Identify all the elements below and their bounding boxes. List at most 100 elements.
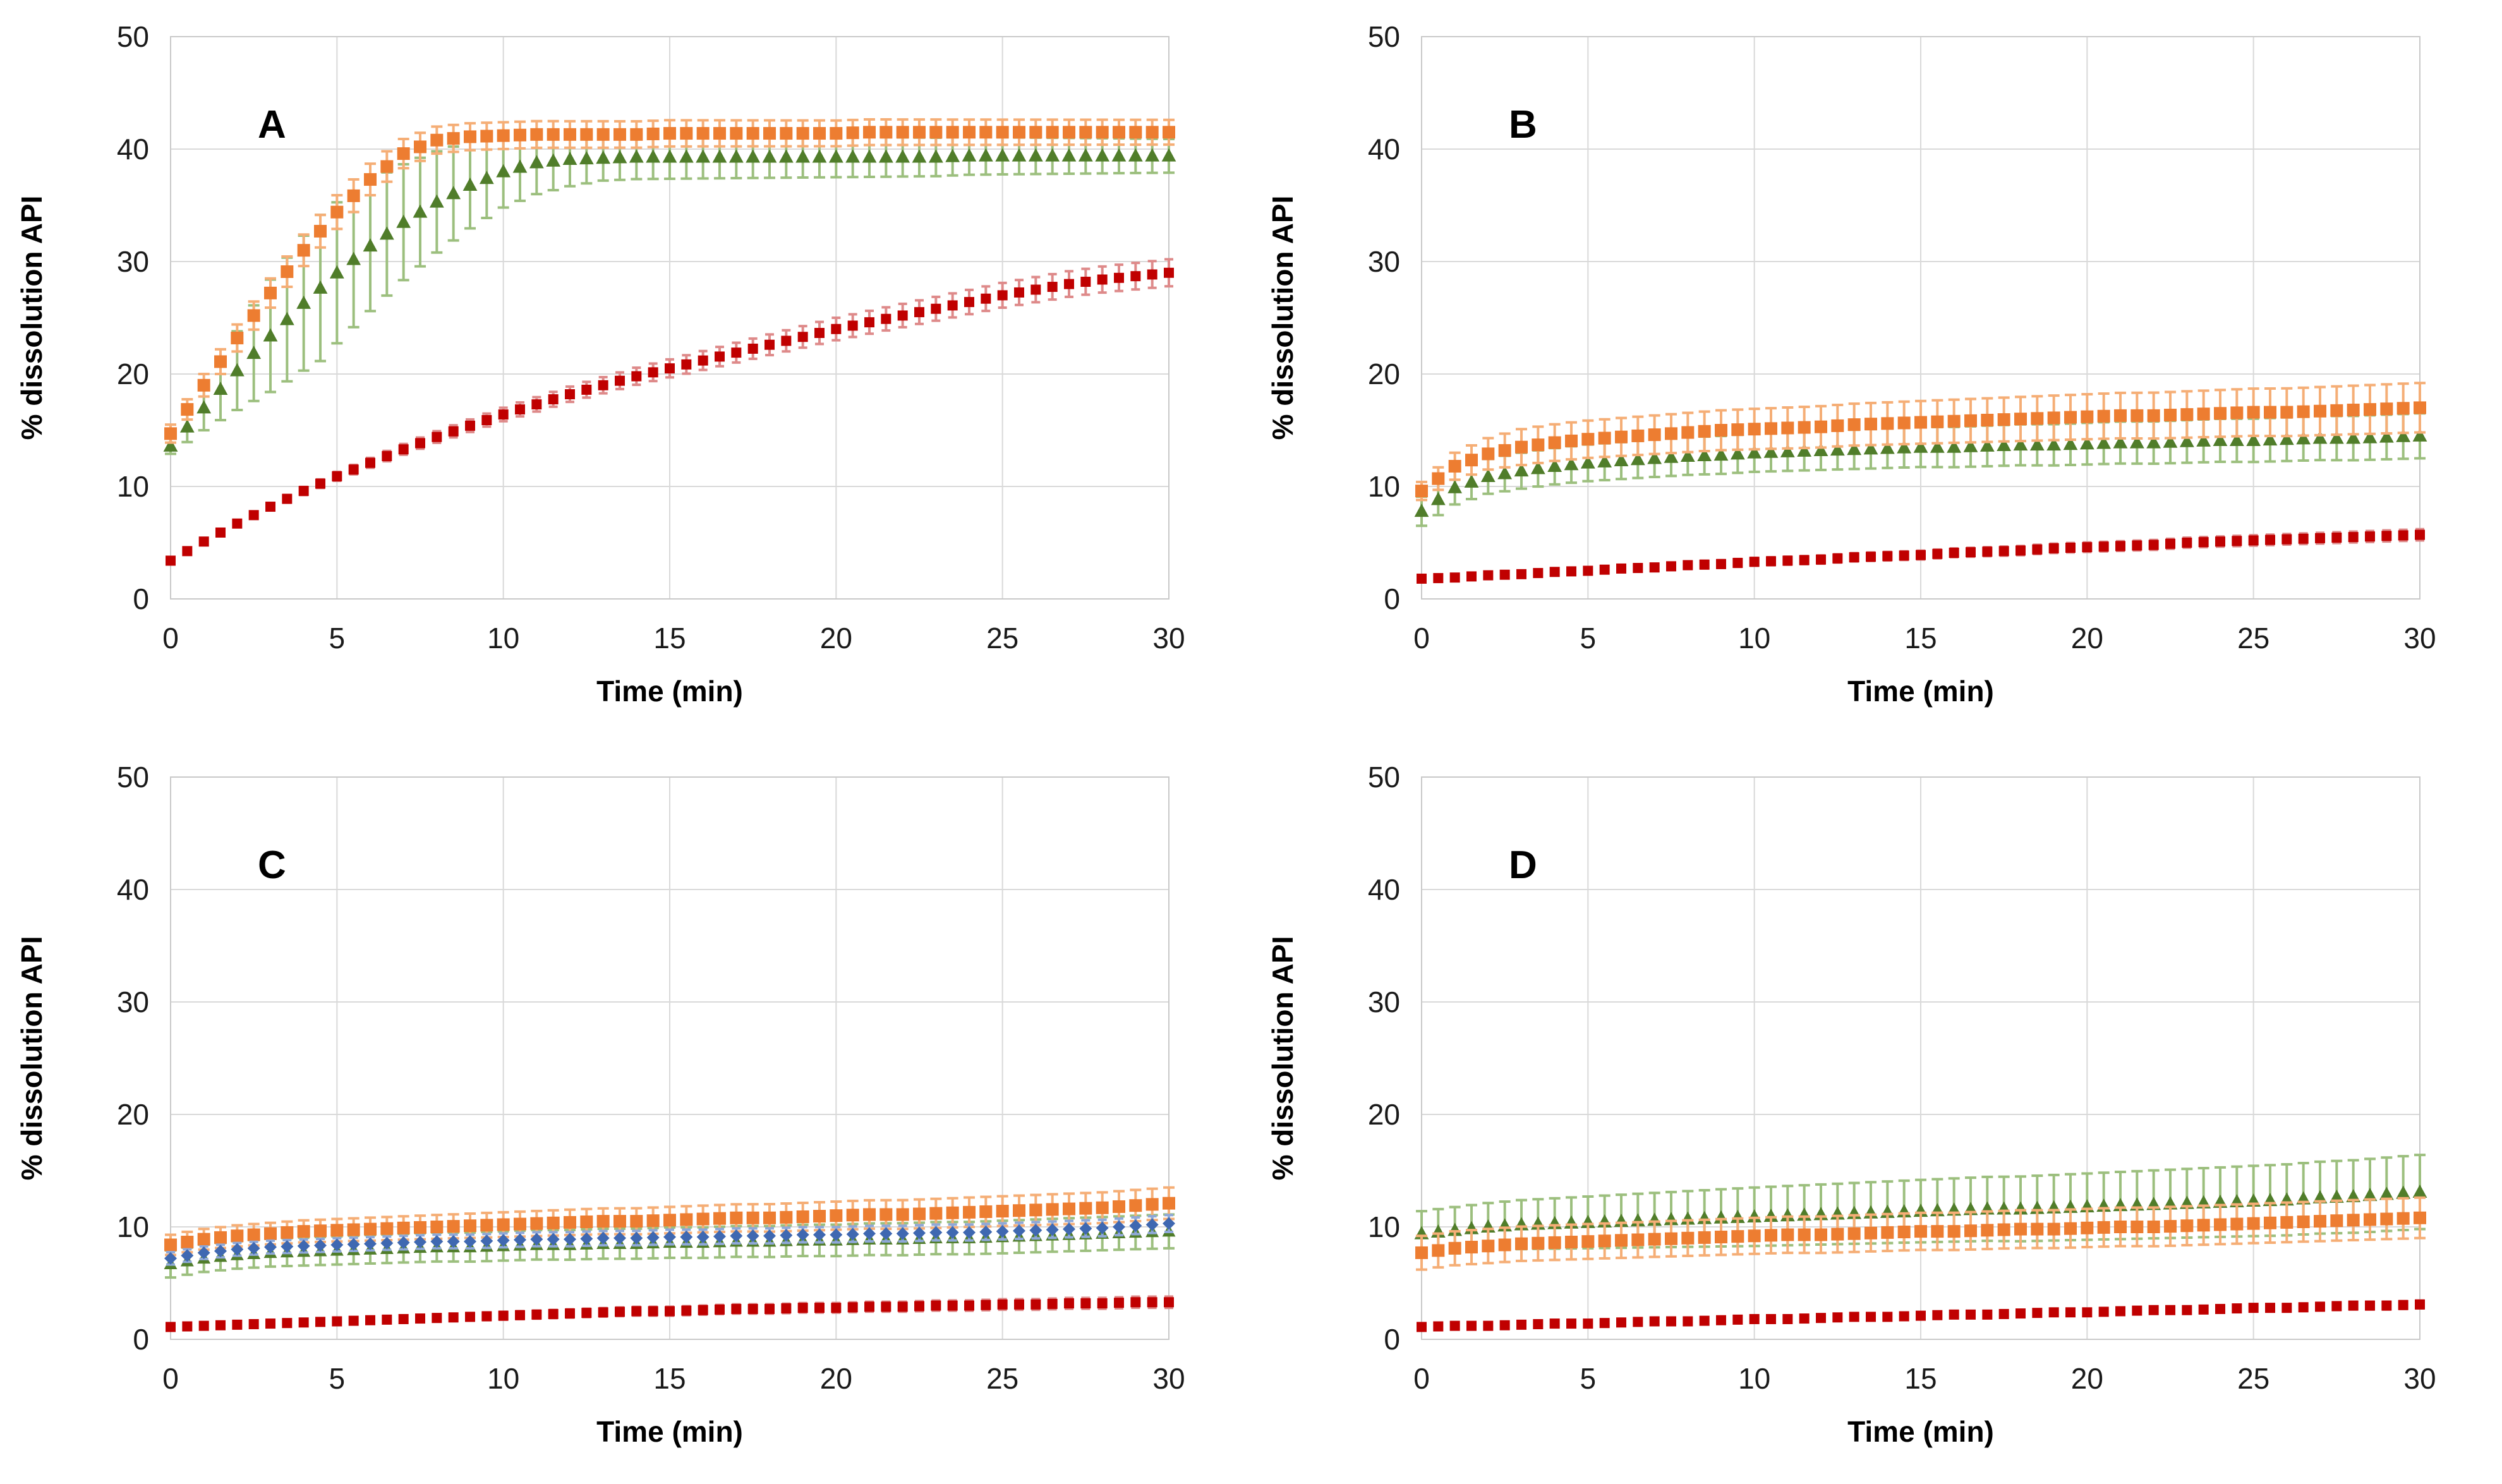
markers-red-squares [166,1297,1174,1332]
svg-text:20: 20 [117,1098,149,1131]
markers-orange-squares [1415,1211,2426,1259]
y-axis-title: % dissolution API [1266,936,1299,1181]
svg-text:25: 25 [986,622,1018,655]
series-red-squares [166,258,1174,566]
x-axis-tick-labels: 0 5 10 15 20 25 30 [1413,1362,2436,1395]
svg-text:5: 5 [329,622,346,655]
markers-blue-diamonds [164,1217,1175,1265]
plot-border [170,36,1169,600]
svg-text:30: 30 [1368,245,1400,278]
markers-red-squares [166,267,1174,566]
svg-text:40: 40 [117,133,149,166]
y-axis-tick-labels: 0 10 20 30 40 50 [1368,20,1400,615]
svg-text:40: 40 [1368,873,1400,906]
x-axis-tick-labels: 0 5 10 15 20 25 30 [162,622,1185,655]
panel-letter: C [258,843,286,887]
panel-letter: D [1509,843,1537,887]
svg-text:30: 30 [117,986,149,1018]
svg-text:20: 20 [1368,358,1400,390]
x-axis-tick-labels: 0 5 10 15 20 25 30 [162,1362,1185,1395]
svg-text:0: 0 [162,622,179,655]
chart-C: 0 10 20 30 40 50 0 5 10 15 20 25 30 Time (min) % disso… [15,761,1185,1448]
svg-text:25: 25 [2237,1362,2269,1395]
svg-text:0: 0 [1384,582,1400,615]
chart-B: 0 10 20 30 40 50 0 5 10 15 20 25 30 Time (min) % disso… [1266,20,2436,708]
series-red-squares [1417,528,2425,584]
svg-text:5: 5 [1580,1362,1597,1395]
markers-green-triangles [1414,428,2427,517]
svg-text:10: 10 [487,622,519,655]
svg-text:50: 50 [117,761,149,793]
markers-red-squares [1417,1299,2425,1332]
svg-text:10: 10 [1738,622,1770,655]
y-axis-tick-labels: 0 10 20 30 40 50 [1368,761,1400,1356]
panel-letter: A [258,103,286,147]
svg-text:15: 15 [1904,622,1937,655]
gridlines [1421,36,2420,600]
svg-text:15: 15 [653,622,686,655]
chart-D: 0 10 20 30 40 50 0 5 10 15 20 25 30 Time (min) % disso… [1266,761,2436,1448]
y-axis-tick-labels: 0 10 20 30 40 50 [117,20,149,615]
x-axis-title: Time (min) [1847,1415,1994,1448]
svg-text:30: 30 [2403,1362,2436,1395]
svg-text:30: 30 [1152,1362,1185,1395]
plot-border [1421,36,2420,600]
series-orange-squares [164,118,1175,444]
svg-text:10: 10 [117,470,149,503]
series-orange-squares [1415,382,2426,502]
svg-text:0: 0 [133,582,149,615]
panel-B: 0 10 20 30 40 50 0 5 10 15 20 25 30 Time (min) % disso… [1251,0,2502,740]
svg-text:30: 30 [2403,622,2436,655]
markers-green-triangles [163,148,1176,452]
error-bars-orange-squares [1416,1196,2426,1271]
panel-D: 0 10 20 30 40 50 0 5 10 15 20 25 30 Time (min) % disso… [1251,740,2502,1481]
svg-text:15: 15 [1904,1362,1937,1395]
svg-text:10: 10 [1368,1210,1400,1243]
x-axis-tick-labels: 0 5 10 15 20 25 30 [1413,622,2436,655]
svg-text:0: 0 [1413,1362,1430,1395]
svg-text:50: 50 [117,20,149,53]
svg-text:20: 20 [2071,622,2103,655]
svg-text:0: 0 [1384,1323,1400,1356]
svg-text:40: 40 [1368,133,1400,166]
svg-text:25: 25 [986,1362,1018,1395]
svg-text:50: 50 [1368,761,1400,793]
y-axis-title: % dissolution API [15,196,48,440]
svg-text:10: 10 [1738,1362,1770,1395]
panel-C: 0 10 20 30 40 50 0 5 10 15 20 25 30 Time (min) % disso… [0,740,1251,1481]
svg-text:0: 0 [162,1362,179,1395]
svg-text:20: 20 [1368,1098,1400,1131]
markers-orange-squares [1415,401,2426,498]
svg-text:10: 10 [1368,470,1400,503]
svg-text:20: 20 [820,622,852,655]
svg-text:10: 10 [487,1362,519,1395]
svg-text:5: 5 [329,1362,346,1395]
svg-text:30: 30 [117,245,149,278]
series-red-squares [166,1295,1174,1332]
svg-text:15: 15 [653,1362,686,1395]
markers-orange-squares [164,1197,1175,1252]
x-axis-title: Time (min) [1847,675,1994,708]
svg-text:5: 5 [1580,622,1597,655]
x-axis-title: Time (min) [596,675,743,708]
series-blue-diamonds [164,1214,1175,1266]
svg-text:50: 50 [1368,20,1400,53]
svg-text:30: 30 [1368,986,1400,1018]
svg-text:25: 25 [2237,622,2269,655]
plot-border [1421,776,2420,1340]
markers-red-squares [1417,529,2425,584]
svg-text:0: 0 [133,1323,149,1356]
svg-text:20: 20 [2071,1362,2103,1395]
svg-text:30: 30 [1152,622,1185,655]
series-red-squares [1417,1299,2425,1332]
y-axis-tick-labels: 0 10 20 30 40 50 [117,761,149,1356]
svg-text:20: 20 [820,1362,852,1395]
plot-border [170,776,1169,1340]
y-axis-title: % dissolution API [15,936,48,1181]
svg-text:0: 0 [1413,622,1430,655]
panel-letter: B [1509,103,1537,147]
svg-text:10: 10 [117,1210,149,1243]
y-axis-title: % dissolution API [1266,196,1299,440]
chart-A: 0 10 20 30 40 50 0 5 10 15 20 25 30 Time (min) % disso… [15,20,1185,708]
